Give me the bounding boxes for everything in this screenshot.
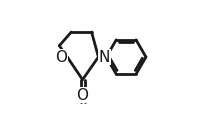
Text: N: N	[98, 50, 109, 65]
Text: O: O	[55, 50, 67, 65]
Text: O: O	[76, 88, 88, 102]
